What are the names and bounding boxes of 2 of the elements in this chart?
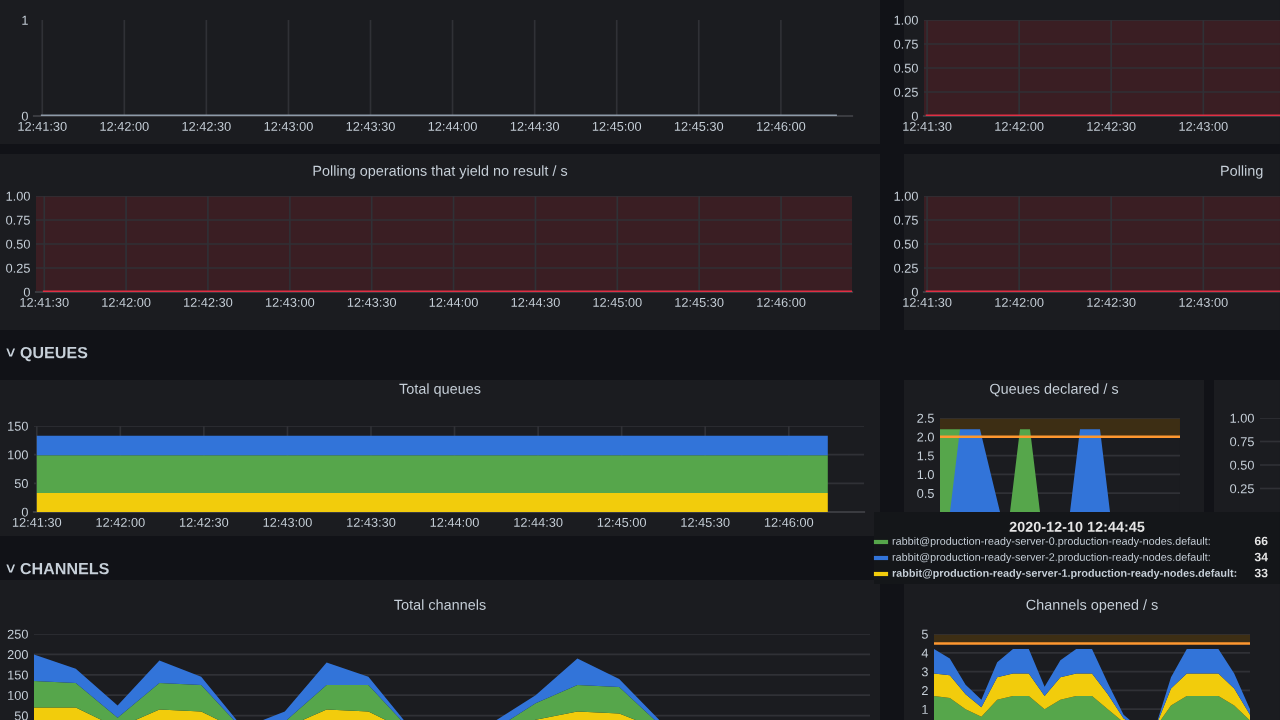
text: ˅ QUEUES [6, 346, 88, 362]
text: ˅ CHANNELS [6, 562, 109, 575]
